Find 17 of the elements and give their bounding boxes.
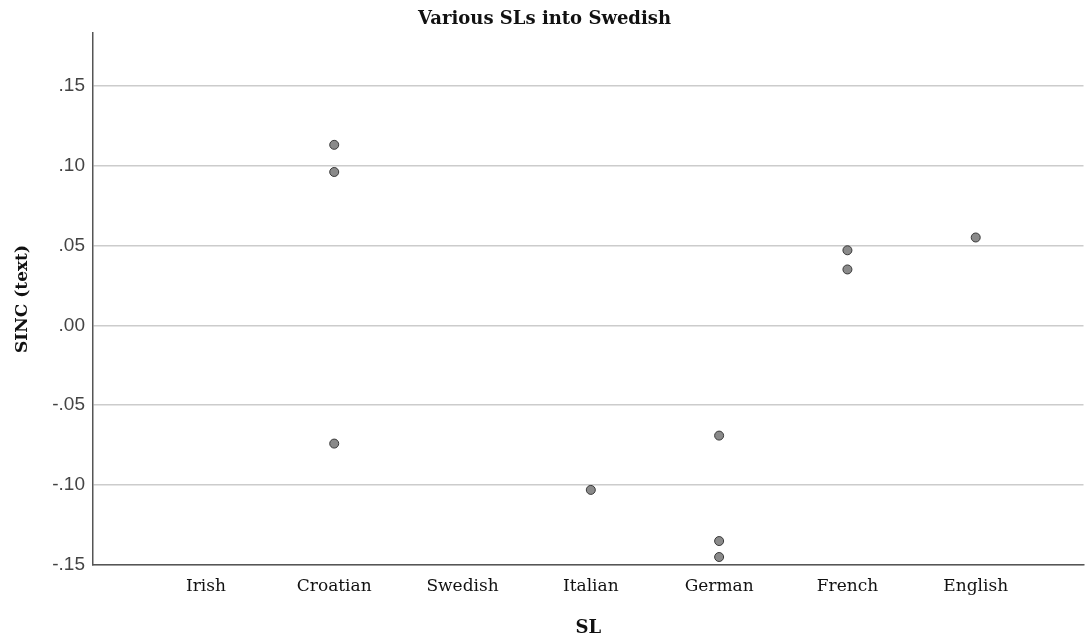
y-tick-label: -.10 <box>52 473 85 495</box>
chart-title: Various SLs into Swedish <box>417 7 671 29</box>
x-tick-label: French <box>816 574 879 595</box>
y-tick-label: -.15 <box>52 553 85 575</box>
y-tick-label: .00 <box>58 313 85 335</box>
x-tick-label: Italian <box>563 574 619 595</box>
x-tick-label: German <box>684 574 754 595</box>
x-tick-label: Irish <box>185 574 226 595</box>
y-tick-label: -.05 <box>52 393 85 415</box>
x-tick-label: Swedish <box>426 574 499 595</box>
y-tick-label: .15 <box>58 73 85 95</box>
x-tick-label: Croatian <box>296 574 372 595</box>
x-tick-label: English <box>943 574 1009 595</box>
y-tick-label: .05 <box>58 233 85 255</box>
x-axis-title: SL <box>575 615 602 637</box>
y-tick-label: .10 <box>58 153 85 175</box>
y-axis-title: SINC (text) <box>10 245 31 353</box>
